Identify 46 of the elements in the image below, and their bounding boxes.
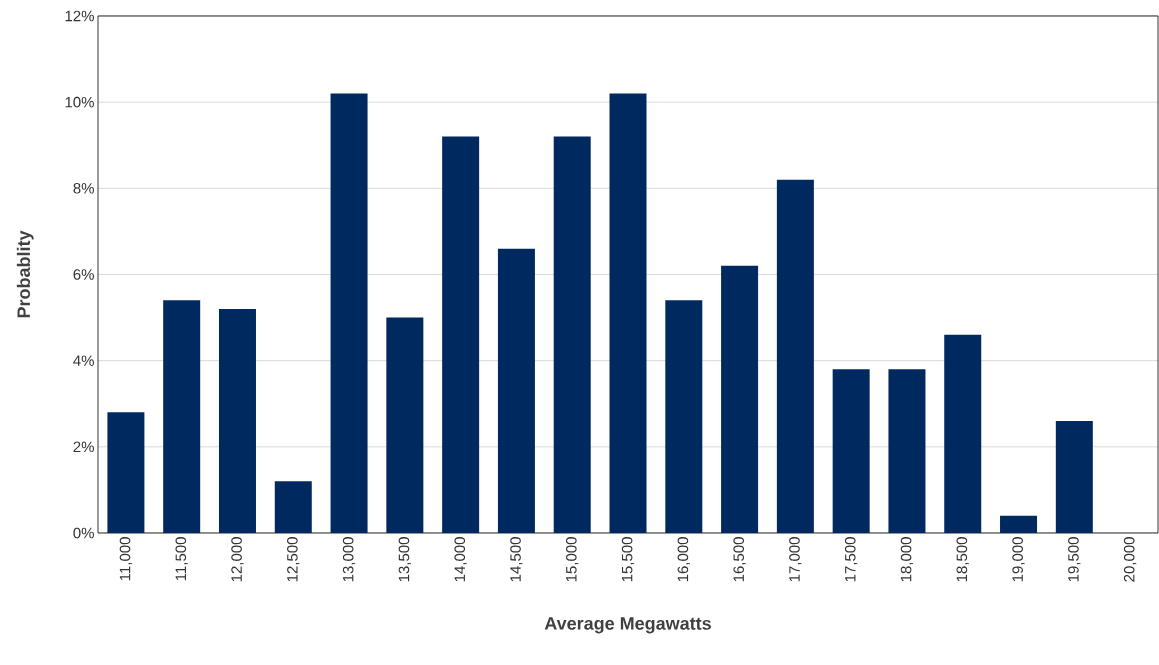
x-tick-label: 16,000: [677, 537, 690, 582]
x-tick-label: 19,500: [1068, 537, 1081, 582]
y-tick-label: 4%: [73, 355, 94, 366]
bar: [107, 412, 145, 533]
x-tick-label: 14,000: [454, 537, 467, 582]
bar: [553, 136, 591, 533]
x-tick-label: 18,500: [956, 537, 969, 582]
bar: [442, 136, 480, 533]
x-tick-label: 17,000: [789, 537, 802, 582]
y-tick-label: 2%: [73, 441, 94, 453]
bar: [721, 265, 759, 533]
bar: [1055, 420, 1093, 533]
x-axis-title: Average Megawatts: [544, 617, 711, 634]
y-tick-label: 8%: [73, 183, 94, 194]
x-tick-label: 16,500: [733, 537, 746, 582]
bar: [832, 369, 870, 533]
x-tick-label: 11,500: [175, 537, 188, 581]
x-tick-label: 15,500: [621, 537, 635, 582]
y-tick-label: 12%: [65, 10, 94, 22]
y-tick-label: 6%: [73, 269, 94, 280]
x-tick-label: 15,000: [566, 537, 579, 582]
bar: [163, 300, 201, 533]
y-axis-title: Probablity: [16, 230, 34, 318]
x-tick-label: 12,000: [231, 537, 244, 582]
x-tick-label: 20,000: [1123, 537, 1137, 582]
bar: [665, 300, 703, 533]
bar: [497, 248, 535, 533]
x-tick-label: 14,500: [510, 537, 523, 582]
bar: [1000, 515, 1038, 533]
x-tick-label: 12,500: [287, 537, 300, 582]
bar: [274, 481, 312, 533]
x-tick-label: 18,000: [900, 537, 914, 582]
bar: [609, 93, 647, 533]
bar: [330, 93, 368, 533]
x-tick-label: 13,500: [398, 537, 412, 582]
x-tick-label: 11,000: [119, 537, 133, 581]
bar: [888, 369, 926, 533]
bar: [218, 308, 256, 533]
bar: [386, 317, 424, 533]
y-tick-label: 10%: [65, 96, 94, 108]
x-tick-label: 17,500: [844, 537, 858, 582]
bar: [776, 179, 814, 533]
x-tick-label: 13,000: [342, 537, 356, 582]
y-tick-label: 0%: [73, 527, 94, 539]
x-tick-label: 19,000: [1012, 537, 1025, 582]
bar: [944, 334, 982, 533]
